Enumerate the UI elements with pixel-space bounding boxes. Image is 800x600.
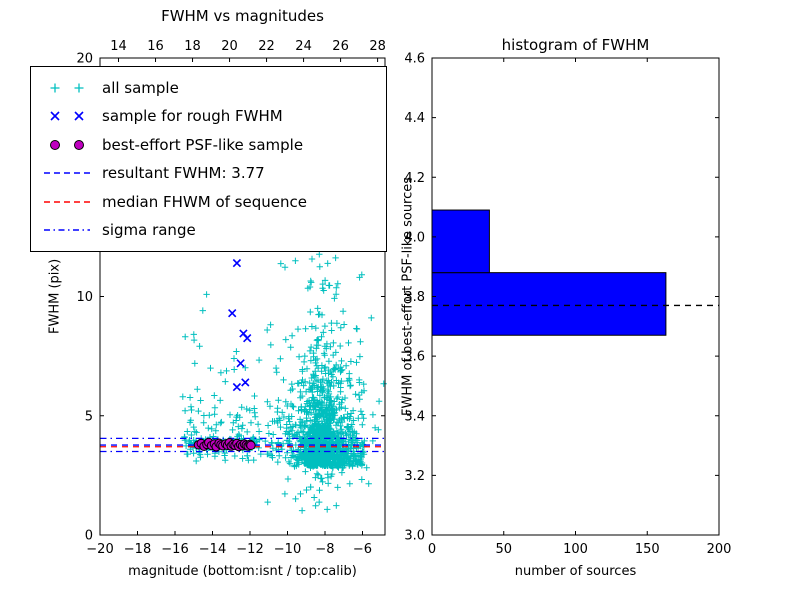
svg-text:100: 100 — [563, 542, 588, 557]
scatter-title: FWHM vs magnitudes — [161, 7, 324, 25]
svg-text:4.6: 4.6 — [404, 52, 425, 67]
svg-text:−8: −8 — [315, 542, 334, 557]
histogram-title: histogram of FWHM — [501, 36, 650, 54]
svg-text:200: 200 — [707, 542, 732, 557]
svg-text:14: 14 — [110, 39, 127, 54]
svg-text:28: 28 — [369, 39, 386, 54]
svg-text:4.0: 4.0 — [404, 230, 425, 245]
legend-label: resultant FWHM: 3.77 — [102, 164, 265, 183]
svg-text:20: 20 — [76, 52, 93, 67]
svg-text:20: 20 — [221, 39, 238, 54]
legend-item: all sample — [41, 74, 376, 101]
x-marker-icon — [50, 111, 84, 121]
svg-text:3.2: 3.2 — [404, 469, 425, 484]
svg-text:22: 22 — [258, 39, 275, 54]
red-dashed-line-icon — [44, 201, 90, 203]
legend: all sample sample for rough FWHM best-ef… — [30, 66, 387, 252]
svg-text:10: 10 — [76, 290, 93, 305]
histogram-xlabel: number of sources — [514, 564, 637, 579]
svg-text:3.4: 3.4 — [404, 409, 425, 424]
blue-dashed-line-icon — [44, 172, 90, 175]
svg-text:−6: −6 — [353, 542, 372, 557]
svg-text:24: 24 — [295, 39, 312, 54]
legend-label: all sample — [102, 78, 179, 97]
svg-text:−14: −14 — [199, 542, 226, 557]
svg-text:3.0: 3.0 — [404, 529, 425, 544]
legend-item: median FHWM of sequence — [41, 188, 376, 215]
svg-text:150: 150 — [635, 542, 660, 557]
histogram-ylabel: FWHM of best-effort PSF-like sources — [400, 176, 416, 417]
legend-item: resultant FWHM: 3.77 — [41, 160, 376, 187]
legend-label: best-effort PSF-like sample — [102, 135, 304, 154]
svg-text:−20: −20 — [86, 542, 113, 557]
scatter-xlabel: magnitude (bottom:isnt / top:calib) — [128, 564, 357, 579]
svg-text:26: 26 — [332, 39, 349, 54]
legend-item: sample for rough FWHM — [41, 103, 376, 130]
legend-label: sample for rough FWHM — [102, 107, 283, 126]
svg-text:0: 0 — [428, 542, 436, 557]
svg-text:−12: −12 — [236, 542, 263, 557]
dashdot-line-icon — [44, 229, 90, 232]
svg-text:16: 16 — [147, 39, 164, 54]
svg-text:18: 18 — [184, 39, 201, 54]
svg-text:3.6: 3.6 — [404, 350, 425, 365]
svg-text:0: 0 — [85, 529, 93, 544]
legend-label: median FHWM of sequence — [102, 192, 307, 211]
svg-text:4.4: 4.4 — [404, 111, 425, 126]
svg-text:4.2: 4.2 — [404, 171, 425, 186]
svg-text:5: 5 — [85, 409, 93, 424]
svg-text:3.8: 3.8 — [404, 290, 425, 305]
plus-marker-icon — [50, 83, 84, 92]
legend-label: sigma range — [102, 221, 196, 240]
svg-text:−16: −16 — [161, 542, 188, 557]
svg-text:−10: −10 — [274, 542, 301, 557]
legend-item: sigma range — [41, 217, 376, 244]
svg-text:50: 50 — [495, 542, 512, 557]
svg-text:−18: −18 — [124, 542, 151, 557]
circle-marker-icon — [50, 139, 84, 150]
legend-item: best-effort PSF-like sample — [41, 131, 376, 158]
